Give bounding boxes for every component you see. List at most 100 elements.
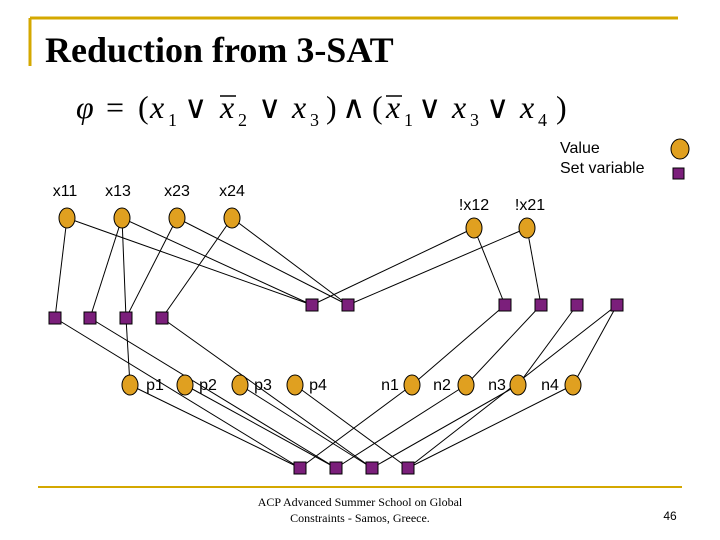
formula-token: 1 <box>168 110 177 130</box>
value-node <box>509 374 527 396</box>
edge <box>231 217 349 306</box>
value-node <box>168 207 186 229</box>
edge <box>473 227 506 306</box>
formula-token: ( <box>138 89 149 125</box>
set-variable-node <box>341 298 355 312</box>
edge <box>465 304 542 386</box>
edge <box>299 384 413 469</box>
node-label: p3 <box>254 377 272 394</box>
value-node <box>286 374 304 396</box>
value-node <box>176 374 194 396</box>
edge <box>66 217 313 306</box>
formula-token: x <box>219 89 234 125</box>
legend-value: Value <box>560 140 600 157</box>
formula-token: ∨ <box>184 89 207 125</box>
value-node <box>223 207 241 229</box>
node-label: !x12 <box>459 197 489 214</box>
value-node <box>564 374 582 396</box>
formula-token: ) <box>556 89 567 125</box>
page-number: 46 <box>663 509 677 523</box>
formula-token: x <box>385 89 400 125</box>
edge <box>184 384 337 469</box>
footer-line: ACP Advanced Summer School on Global <box>258 495 463 509</box>
edge <box>125 217 178 319</box>
edge <box>89 217 123 319</box>
edge <box>121 217 127 319</box>
value-node <box>403 374 421 396</box>
edge <box>176 217 349 306</box>
set-variable-node <box>293 461 307 475</box>
node-label: x11 <box>53 183 78 200</box>
node-label: n3 <box>488 377 506 394</box>
edge <box>54 317 301 469</box>
footer-line: Constraints - Samos, Greece. <box>290 511 430 525</box>
edge <box>121 217 313 306</box>
formula-token: = <box>106 89 124 125</box>
value-node <box>231 374 249 396</box>
set-variable-node <box>329 461 343 475</box>
node-label: x13 <box>105 183 131 200</box>
formula-token: x <box>451 89 466 125</box>
slide-title: Reduction from 3-SAT <box>45 30 394 70</box>
formula-token: ∨ <box>258 89 281 125</box>
edge <box>335 384 467 469</box>
node-label: n4 <box>541 377 559 394</box>
legend-circle <box>670 138 690 160</box>
value-node <box>457 374 475 396</box>
formula-token: ( <box>372 89 383 125</box>
formula-token: 3 <box>310 110 319 130</box>
formula-token: ∨ <box>418 89 441 125</box>
formula-token: x <box>291 89 306 125</box>
edge <box>239 384 373 469</box>
formula-token: 1 <box>404 110 413 130</box>
set-variable-node <box>365 461 379 475</box>
edge <box>517 304 578 386</box>
edge <box>407 384 574 469</box>
node-label: n1 <box>381 377 399 394</box>
formula-token: 3 <box>470 110 479 130</box>
edge <box>347 227 528 306</box>
set-variable-node <box>610 298 624 312</box>
edge <box>89 317 337 469</box>
value-node <box>58 207 76 229</box>
formula-token: 2 <box>238 110 247 130</box>
edge <box>371 384 519 469</box>
node-label: p2 <box>199 377 217 394</box>
set-variable-node <box>498 298 512 312</box>
set-variable-node <box>401 461 415 475</box>
value-node <box>518 217 536 239</box>
edge <box>125 317 131 386</box>
value-node <box>113 207 131 229</box>
formula-token: x <box>149 89 164 125</box>
formula: φ =(x 1 ∨ x 2 ∨ x 3) ∧(x 1 ∨ x 3 ∨ x 4) <box>76 89 567 130</box>
edge <box>161 217 233 319</box>
edge <box>129 384 301 469</box>
set-variable-node <box>83 311 97 325</box>
edge <box>526 227 542 306</box>
edge <box>311 227 475 306</box>
value-node <box>121 374 139 396</box>
formula-token: x <box>519 89 534 125</box>
edge <box>572 304 618 386</box>
node-label: n2 <box>433 377 451 394</box>
formula-token: ∧ <box>342 89 365 125</box>
node-label: x24 <box>219 183 245 200</box>
set-variable-node <box>570 298 584 312</box>
set-variable-node <box>119 311 133 325</box>
value-node <box>465 217 483 239</box>
nodes: x11 x13 x23 x24 !x12 !x21 p1 p2 p3 p4 n1 n2 n3 n4 <box>48 183 624 475</box>
edge <box>161 317 373 469</box>
legend-square <box>672 167 685 180</box>
set-variable-node <box>48 311 62 325</box>
edge <box>411 304 506 386</box>
set-variable-node <box>305 298 319 312</box>
formula-token: ) <box>326 89 337 125</box>
edge <box>294 384 409 469</box>
edges <box>54 217 618 469</box>
edge <box>54 217 68 319</box>
node-label: p4 <box>309 377 327 394</box>
formula-token: φ <box>76 89 94 125</box>
set-variable-node <box>534 298 548 312</box>
legend-set-variable: Set variable <box>560 160 645 177</box>
